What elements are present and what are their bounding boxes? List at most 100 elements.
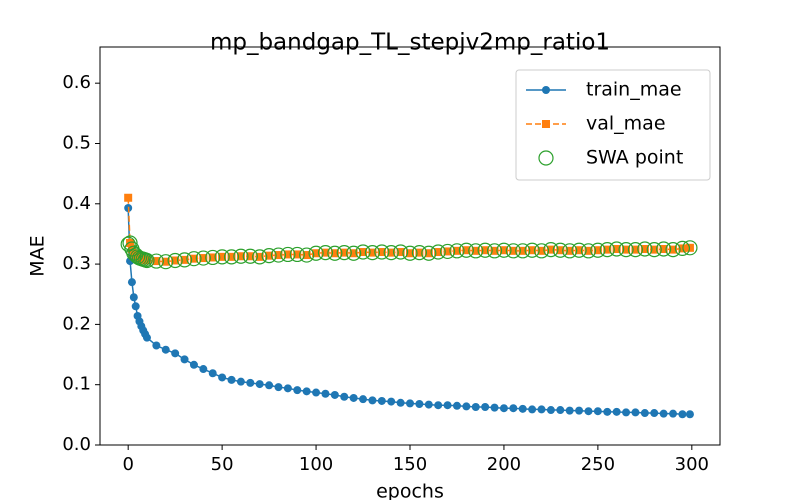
data-point <box>255 380 264 389</box>
data-point <box>270 247 287 263</box>
data-point <box>158 254 174 270</box>
data-point <box>176 252 193 268</box>
data-point <box>152 257 161 266</box>
series-line <box>127 207 690 415</box>
x-tick-label: 100 <box>299 454 333 475</box>
data-point <box>509 404 518 413</box>
data-point <box>152 341 161 350</box>
data-point <box>584 407 593 416</box>
data-point <box>223 249 240 265</box>
data-point <box>424 400 433 409</box>
data-point <box>537 405 546 414</box>
data-point <box>227 252 236 261</box>
data-point <box>631 245 640 254</box>
data-point <box>603 407 612 416</box>
data-point <box>524 242 540 258</box>
data-point <box>678 410 687 419</box>
data-point <box>312 388 321 397</box>
data-point <box>387 248 396 257</box>
data-point <box>283 250 292 259</box>
data-point <box>434 401 443 410</box>
chart-title: mp_bandgap_TL_stepjv2mp_ratio1 <box>210 30 610 56</box>
data-point <box>214 249 230 265</box>
data-point <box>640 409 649 418</box>
data-point <box>330 249 339 258</box>
data-point <box>659 409 668 418</box>
data-point <box>218 252 227 261</box>
data-point <box>490 246 499 255</box>
data-point <box>458 242 474 258</box>
legend-label: SWA point <box>586 147 683 169</box>
x-tick-label: 300 <box>675 454 709 475</box>
data-point <box>161 257 170 266</box>
data-point <box>280 246 296 263</box>
data-point <box>443 247 452 256</box>
data-point <box>637 241 653 257</box>
data-point <box>627 242 644 258</box>
data-point <box>336 245 352 261</box>
data-point <box>396 248 405 257</box>
data-point <box>603 245 612 254</box>
data-point <box>518 246 527 255</box>
data-point <box>265 251 274 260</box>
data-point <box>364 245 381 261</box>
data-point <box>186 251 202 267</box>
data-point <box>575 246 584 255</box>
data-point <box>321 248 330 257</box>
data-point <box>481 403 490 412</box>
data-point <box>415 399 424 408</box>
data-point <box>421 245 437 261</box>
data-point <box>377 396 386 405</box>
data-point <box>126 238 135 247</box>
data-point <box>593 407 602 416</box>
data-point <box>127 278 136 287</box>
data-point <box>674 240 691 257</box>
data-point <box>449 243 465 259</box>
data-point <box>609 241 625 257</box>
data-point <box>180 355 189 364</box>
data-point <box>556 406 565 415</box>
data-point <box>546 406 555 415</box>
data-point <box>199 365 208 374</box>
data-point <box>317 245 334 261</box>
data-point <box>402 245 418 261</box>
data-point <box>246 252 255 261</box>
data-point <box>293 386 302 395</box>
data-point <box>171 256 180 265</box>
data-point <box>543 242 559 258</box>
data-point <box>584 246 593 255</box>
data-point <box>377 248 386 257</box>
data-point <box>556 246 565 255</box>
data-point <box>518 404 527 413</box>
data-point <box>167 252 183 269</box>
data-point <box>312 249 321 258</box>
data-point <box>171 349 180 358</box>
data-point <box>283 384 292 393</box>
data-point <box>349 249 358 258</box>
data-point <box>499 404 508 413</box>
data-point <box>590 242 606 258</box>
data-point <box>640 245 649 254</box>
legend-marker <box>542 86 550 94</box>
y-tick-label: 0.2 <box>62 313 91 334</box>
data-point <box>528 405 537 414</box>
data-point <box>142 333 151 342</box>
data-point <box>471 246 480 255</box>
data-point <box>233 248 249 264</box>
data-point <box>669 409 678 418</box>
data-point <box>452 246 461 255</box>
data-point <box>299 247 315 263</box>
data-point <box>646 242 662 258</box>
data-point <box>246 378 255 387</box>
data-point <box>580 243 597 259</box>
data-point <box>161 345 170 354</box>
data-point <box>669 245 678 254</box>
data-point <box>189 360 198 369</box>
data-point <box>439 243 456 260</box>
data-point <box>430 244 446 260</box>
data-point <box>355 244 371 260</box>
data-point <box>139 252 155 269</box>
data-point <box>199 254 208 263</box>
plot-frame <box>99 46 721 446</box>
